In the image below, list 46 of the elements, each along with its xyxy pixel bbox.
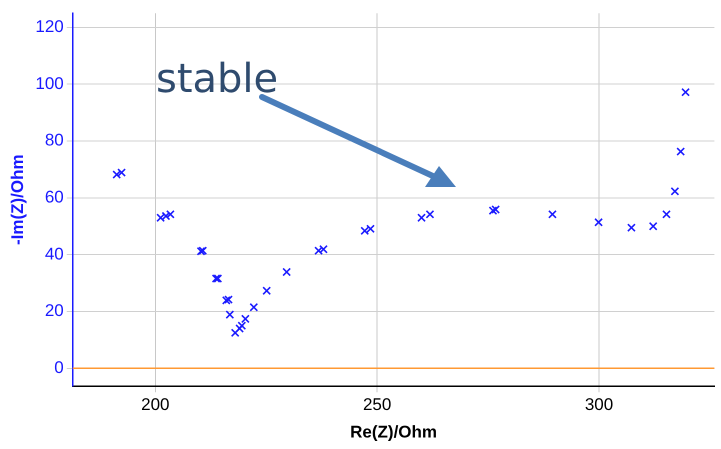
point (224, 295, 233, 304)
y-tick-label: 100 (35, 74, 64, 93)
point (662, 210, 671, 219)
point (156, 213, 165, 222)
point (670, 186, 680, 196)
point (282, 268, 291, 276)
point (198, 246, 208, 256)
point (262, 286, 272, 296)
point (235, 324, 244, 333)
point (417, 213, 426, 222)
x-tick-label: 200 (141, 395, 170, 414)
point (196, 246, 206, 256)
point (214, 274, 222, 283)
point (627, 223, 636, 232)
point (249, 302, 258, 312)
y-axis-title: -Im(Z)/Ohm (8, 154, 27, 246)
x-tick-label: 250 (362, 395, 392, 414)
point (226, 310, 234, 319)
point (314, 246, 323, 256)
point (681, 88, 690, 97)
point (117, 168, 126, 177)
point (112, 170, 122, 179)
x-axis-title: Re(Z)/Ohm (350, 422, 438, 442)
y-tick-label: 80 (44, 130, 64, 150)
point (366, 224, 375, 234)
point (648, 222, 658, 231)
point (548, 210, 557, 219)
point (162, 212, 170, 220)
y-tick-label: 60 (44, 188, 64, 207)
x-tick-label: 300 (584, 395, 614, 414)
point (676, 147, 686, 156)
point (166, 210, 175, 219)
y-tick-label: 20 (44, 301, 64, 320)
point (212, 274, 220, 283)
point (222, 296, 231, 305)
point (594, 218, 603, 227)
point (230, 328, 240, 338)
point (319, 244, 328, 254)
point (426, 210, 434, 219)
y-tick-label: 40 (44, 244, 64, 264)
point (488, 206, 498, 215)
point (360, 226, 370, 236)
y-tick-label: 120 (35, 17, 64, 36)
y-tick-label: 0 (54, 358, 64, 377)
annotation: stable (156, 56, 278, 102)
point (491, 205, 500, 214)
